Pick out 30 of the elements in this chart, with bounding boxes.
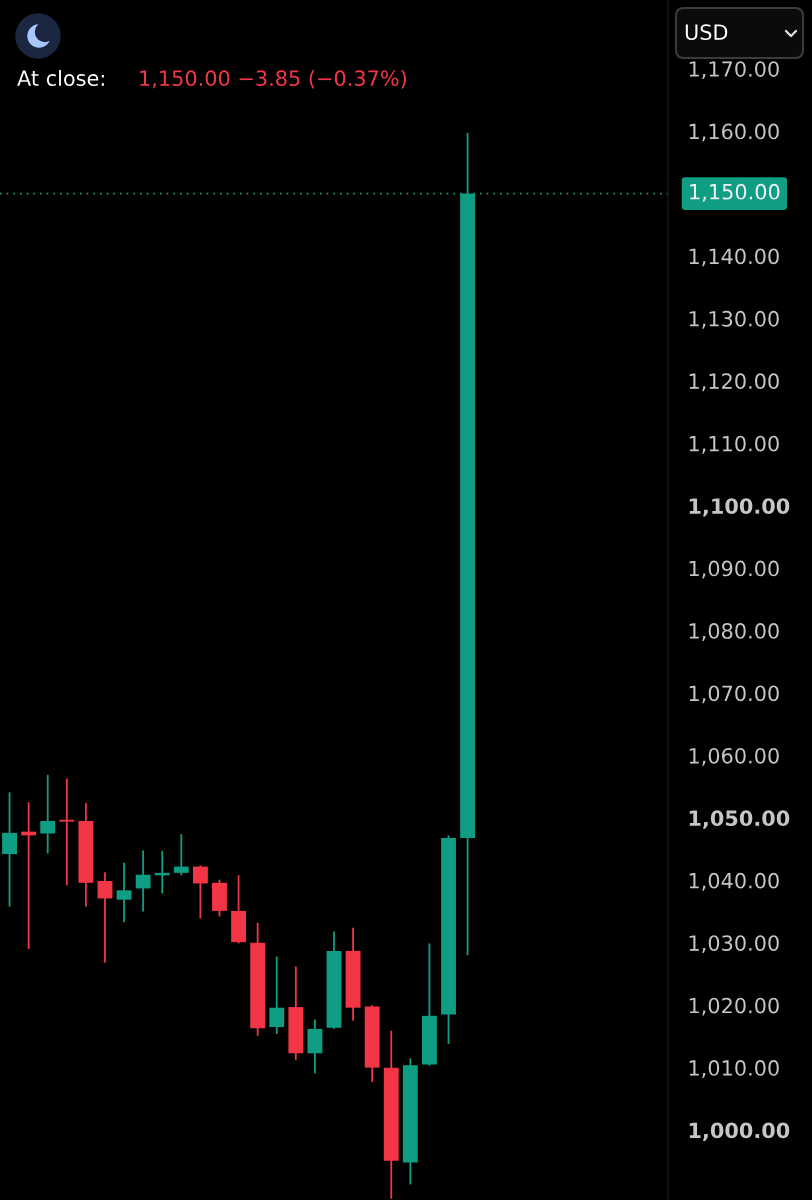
y-tick-label: 1,100.00 bbox=[689, 498, 790, 517]
y-tick-label: 1,170.00 bbox=[689, 61, 779, 80]
candlestick bbox=[192, 864, 208, 920]
y-tick-label: 1,030.00 bbox=[689, 935, 779, 954]
y-tick-label: 1,020.00 bbox=[689, 997, 779, 1016]
y-tick-label: 1,140.00 bbox=[689, 248, 779, 267]
candlestick bbox=[40, 773, 56, 855]
y-tick-label: 1,130.00 bbox=[689, 310, 779, 329]
y-tick-label: 1,160.00 bbox=[689, 123, 779, 142]
candlestick bbox=[97, 871, 113, 964]
y-tick-label: 1,010.00 bbox=[689, 1060, 779, 1078]
y-tick-label: 1,090.00 bbox=[689, 560, 779, 579]
y-tick-label: 1,050.00 bbox=[689, 810, 790, 829]
annotation: 1,150.00 −3.85 (−0.37%) bbox=[140, 69, 406, 89]
y-tick-label: 1,080.00 bbox=[689, 623, 779, 641]
candlestick bbox=[135, 849, 151, 913]
candlestick bbox=[269, 955, 285, 1035]
candlestick bbox=[59, 777, 75, 887]
ref-line-label: 1,150.00 bbox=[690, 183, 780, 202]
candlestick bbox=[2, 791, 17, 908]
annotation: At close: bbox=[17, 69, 104, 87]
y-tick-label: 1,040.00 bbox=[689, 872, 779, 891]
candlestick bbox=[116, 861, 132, 924]
y-tick-label: 1,120.00 bbox=[689, 373, 779, 392]
y-tick-label: 1,070.00 bbox=[689, 685, 779, 704]
y-tick-label: 1,110.00 bbox=[689, 435, 779, 454]
y-tick-label: 1,000.00 bbox=[689, 1122, 790, 1141]
text: USD bbox=[685, 24, 728, 41]
y-tick-label: 1,060.00 bbox=[689, 747, 779, 766]
candlestick bbox=[173, 833, 189, 877]
